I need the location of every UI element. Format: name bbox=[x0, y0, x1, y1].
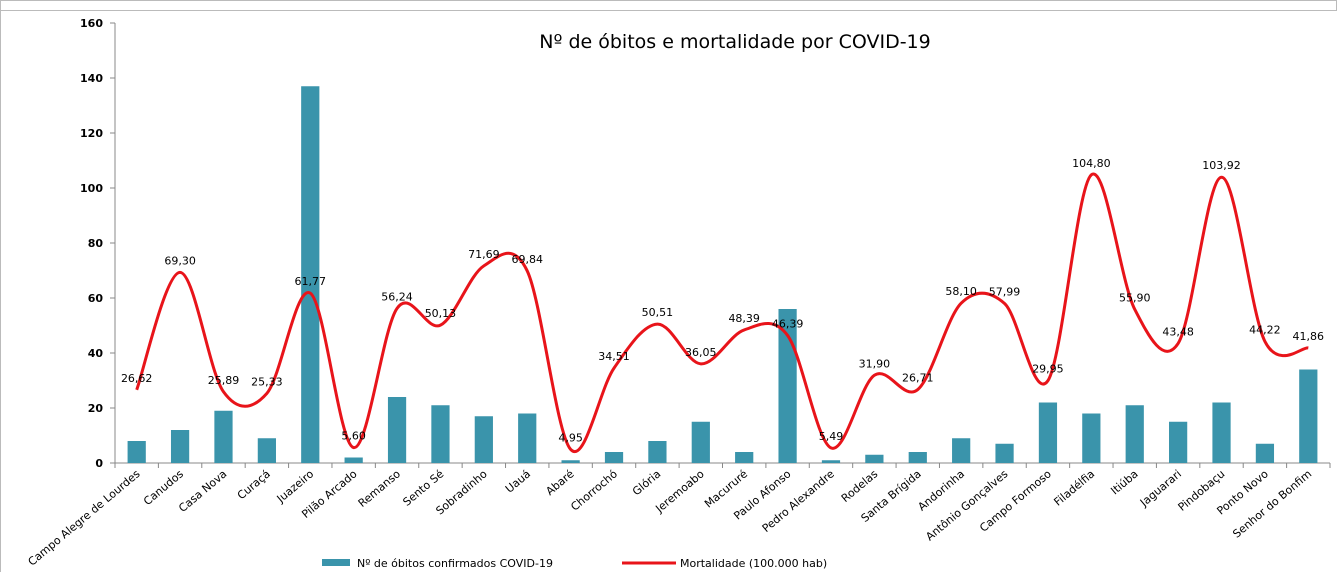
bar bbox=[908, 452, 927, 463]
bar bbox=[865, 454, 884, 463]
x-tick-label: Casa Nova bbox=[176, 467, 229, 515]
x-tick-label: Filadélfia bbox=[1051, 467, 1097, 508]
bar bbox=[604, 452, 624, 463]
y-tick-label: 140 bbox=[80, 72, 103, 85]
data-label: 58,10 bbox=[945, 285, 977, 298]
data-label: 5,60 bbox=[341, 430, 366, 443]
bar bbox=[387, 397, 407, 463]
x-tick-label: Antônio Gonçalves bbox=[923, 467, 1010, 543]
bar bbox=[735, 452, 754, 463]
x-tick-label: Abaré bbox=[543, 467, 576, 498]
bar bbox=[431, 405, 450, 463]
bar bbox=[1169, 421, 1188, 463]
data-label: 103,92 bbox=[1202, 159, 1241, 172]
data-label: 25,33 bbox=[251, 375, 283, 388]
x-tick-label: Senhor do Bonfim bbox=[1230, 467, 1314, 540]
data-label: 104,80 bbox=[1072, 157, 1111, 170]
data-label: 36,05 bbox=[685, 346, 717, 359]
y-tick-label: 80 bbox=[88, 237, 104, 250]
x-tick-label: Itiúba bbox=[1108, 467, 1140, 497]
x-tick-label: Chorrochó bbox=[568, 467, 620, 513]
data-label: 25,89 bbox=[208, 374, 240, 387]
data-label: 43,48 bbox=[1162, 325, 1194, 338]
data-label: 26,71 bbox=[902, 372, 934, 385]
chart-title: Nº de óbitos e mortalidade por COVID-19 bbox=[539, 31, 930, 53]
data-label: 71,69 bbox=[468, 248, 500, 261]
data-label: 29,95 bbox=[1032, 363, 1064, 376]
x-tick-label: Glória bbox=[630, 467, 663, 498]
legend-label: Mortalidade (100.000 hab) bbox=[680, 557, 827, 570]
data-label: 69,84 bbox=[511, 253, 543, 266]
data-label: 56,24 bbox=[381, 290, 413, 303]
bar bbox=[1299, 369, 1318, 463]
data-label: 50,51 bbox=[642, 306, 674, 319]
bar bbox=[257, 438, 276, 463]
y-tick-label: 100 bbox=[80, 182, 103, 195]
x-tick-label: Campo Alegre de Lourdes bbox=[26, 467, 143, 568]
bar bbox=[518, 413, 537, 463]
bar bbox=[344, 457, 363, 463]
data-label: 50,13 bbox=[425, 307, 457, 320]
y-tick-label: 160 bbox=[80, 17, 103, 30]
data-label: 61,77 bbox=[295, 275, 327, 288]
data-label: 4,95 bbox=[558, 431, 583, 444]
x-tick-label: Campo Formoso bbox=[977, 467, 1054, 534]
x-tick-label: Uauá bbox=[503, 467, 533, 495]
data-label: 31,90 bbox=[859, 357, 891, 370]
line bbox=[135, 172, 1309, 454]
data-label: 57,99 bbox=[989, 286, 1021, 299]
bar bbox=[821, 460, 841, 463]
data-label: 26,62 bbox=[121, 372, 153, 385]
data-label: 46,39 bbox=[772, 317, 804, 330]
data-label: 41,86 bbox=[1293, 330, 1325, 343]
data-label: 34,51 bbox=[598, 350, 630, 363]
bar bbox=[561, 460, 580, 463]
data-label: 5,49 bbox=[819, 430, 844, 443]
bar bbox=[1125, 405, 1144, 463]
data-label: 55,90 bbox=[1119, 291, 1151, 304]
bar bbox=[691, 421, 710, 463]
bar bbox=[952, 438, 971, 463]
frame bbox=[0, 0, 1337, 11]
bar bbox=[648, 441, 667, 463]
data-label: 69,30 bbox=[164, 254, 196, 267]
y-tick-label: 0 bbox=[95, 457, 103, 470]
x-tick-label: Curaçá bbox=[235, 467, 273, 502]
legend-swatch bbox=[322, 559, 350, 566]
bar bbox=[1212, 402, 1231, 463]
bar bbox=[127, 441, 146, 463]
bar bbox=[1038, 402, 1058, 463]
y-tick-label: 20 bbox=[88, 402, 104, 415]
bar bbox=[1255, 443, 1275, 463]
x-tick-label: Juazeiro bbox=[274, 467, 317, 506]
legend-label: Nº de óbitos confirmados COVID-19 bbox=[357, 557, 553, 570]
x-tick-label: Remanso bbox=[356, 467, 403, 510]
y-tick-label: 40 bbox=[88, 347, 104, 360]
y-tick-label: 60 bbox=[88, 292, 104, 305]
data-label: 44,22 bbox=[1249, 323, 1281, 336]
bar bbox=[778, 309, 797, 463]
bar bbox=[474, 416, 493, 463]
bar bbox=[170, 430, 190, 463]
data-label: 48,39 bbox=[728, 312, 760, 325]
bar bbox=[1082, 413, 1101, 463]
x-tick-label: Pedro Alexandre bbox=[760, 467, 837, 535]
x-tick-label: Rodelas bbox=[839, 467, 881, 505]
y-tick-label: 120 bbox=[80, 127, 103, 140]
bar bbox=[214, 410, 233, 463]
bar bbox=[301, 86, 320, 463]
bar bbox=[995, 443, 1014, 463]
